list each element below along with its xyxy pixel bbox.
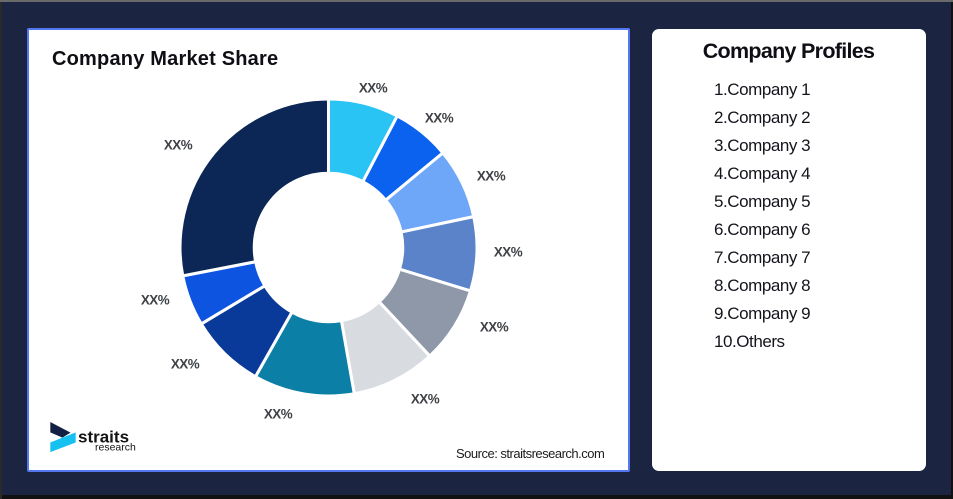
svg-text:straits: straits [78, 428, 129, 447]
svg-text:research: research [95, 442, 136, 454]
